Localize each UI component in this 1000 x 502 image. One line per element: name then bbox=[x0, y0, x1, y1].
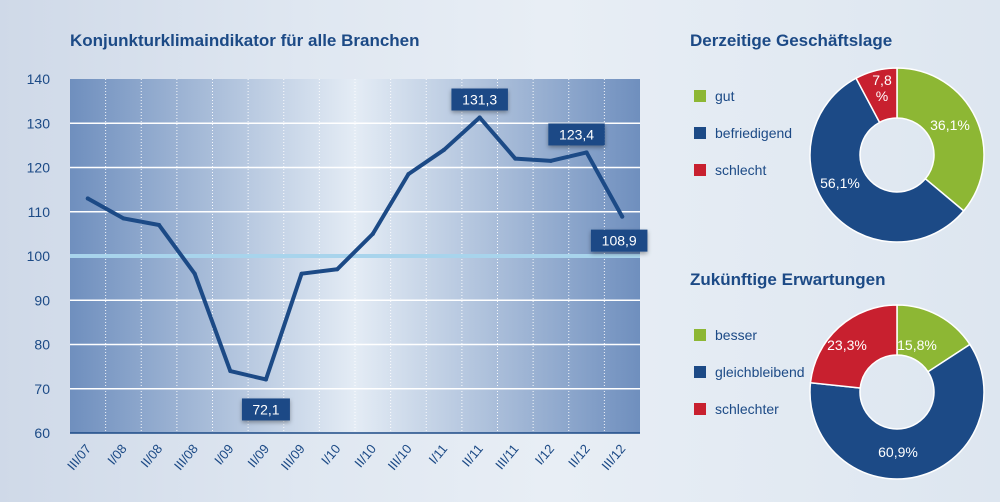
x-tick-label: II/09 bbox=[244, 441, 272, 470]
donut1-title: Derzeitige Geschäftslage bbox=[690, 31, 893, 50]
data-point bbox=[584, 150, 589, 155]
x-tick-label: III/07 bbox=[64, 441, 94, 473]
y-tick-label: 140 bbox=[27, 71, 51, 87]
donut1-legend: gut befriedigend schlecht bbox=[694, 86, 792, 197]
legend-item-schlecht: schlecht bbox=[694, 160, 792, 180]
data-point bbox=[406, 172, 411, 177]
donut-value-label: 60,9% bbox=[878, 444, 918, 460]
x-tick-label: I/12 bbox=[532, 441, 557, 467]
data-point bbox=[620, 214, 625, 219]
y-tick-label: 120 bbox=[27, 160, 51, 176]
legend-label-besser: besser bbox=[715, 327, 758, 343]
line-chart-title: Konjunkturklimaindikator für alle Branch… bbox=[70, 31, 420, 50]
donut2-legend: besser gleichbleibend schlechter bbox=[694, 325, 805, 436]
legend-item-schlechter: schlechter bbox=[694, 399, 805, 419]
x-tick-label: I/08 bbox=[104, 441, 129, 467]
annotation-box bbox=[241, 398, 290, 421]
data-point bbox=[477, 115, 482, 120]
donut-slice bbox=[809, 343, 985, 480]
legend-item-besser: besser bbox=[694, 325, 805, 345]
y-tick-label: 60 bbox=[34, 425, 50, 441]
data-point bbox=[513, 156, 518, 161]
legend-label-gleichbleibend: gleichbleibend bbox=[715, 364, 805, 380]
data-point bbox=[335, 267, 340, 272]
legend-label-gut: gut bbox=[715, 88, 735, 104]
x-tick-label: I/11 bbox=[426, 441, 451, 467]
x-tick-label: I/10 bbox=[318, 441, 343, 467]
annotation-label: 72,1 bbox=[252, 401, 279, 417]
x-tick-label: III/11 bbox=[492, 441, 521, 472]
legend-label-schlecht: schlecht bbox=[715, 162, 767, 178]
y-tick-label: 130 bbox=[27, 115, 51, 131]
data-point bbox=[157, 223, 162, 228]
y-tick-label: 70 bbox=[34, 381, 50, 397]
legend-swatch-gut bbox=[694, 90, 706, 102]
donut-value-label-part: % bbox=[876, 88, 888, 104]
legend-label-befriedigend: befriedigend bbox=[715, 125, 793, 141]
data-point bbox=[548, 158, 553, 163]
annotation-box bbox=[590, 229, 648, 252]
data-point bbox=[228, 369, 233, 374]
donut-value-label: 56,1% bbox=[820, 175, 860, 191]
donut-slice bbox=[855, 67, 898, 124]
y-tick-label: 90 bbox=[34, 292, 50, 308]
legend-item-gleichbleibend: gleichbleibend bbox=[694, 362, 805, 382]
donut-value-label: 15,8% bbox=[897, 337, 937, 353]
x-tick-label: II/10 bbox=[351, 441, 379, 470]
x-tick-label: III/08 bbox=[171, 441, 201, 473]
data-point bbox=[263, 377, 268, 382]
y-tick-label: 80 bbox=[34, 337, 50, 353]
x-tick-label: II/08 bbox=[138, 441, 166, 470]
donut-value-label: 7,8% bbox=[872, 72, 892, 104]
legend-swatch-besser bbox=[694, 329, 706, 341]
annotation-box bbox=[548, 123, 605, 146]
x-tick-label: I/09 bbox=[211, 441, 236, 467]
x-tick-label: II/12 bbox=[565, 441, 593, 470]
data-point bbox=[192, 271, 197, 276]
y-tick-label: 110 bbox=[28, 204, 51, 220]
donut-slice bbox=[809, 77, 965, 243]
data-point bbox=[370, 231, 375, 236]
legend-item-befriedigend: befriedigend bbox=[694, 123, 792, 143]
donut-value-label: 23,3% bbox=[827, 337, 867, 353]
annotation-label: 123,4 bbox=[559, 126, 594, 142]
data-point bbox=[121, 216, 126, 221]
annotation-box bbox=[451, 88, 508, 111]
donut-slice bbox=[896, 67, 985, 212]
donut2-title: Zukünftige Erwartungen bbox=[690, 270, 886, 289]
annotation-label: 108,9 bbox=[602, 233, 637, 249]
legend-swatch-schlechter bbox=[694, 403, 706, 415]
x-tick-label: III/12 bbox=[598, 441, 628, 473]
x-tick-label: II/11 bbox=[459, 441, 486, 469]
x-tick-label: III/09 bbox=[278, 441, 308, 473]
donut-slice bbox=[809, 304, 898, 389]
legend-swatch-gleichbleibend bbox=[694, 366, 706, 378]
legend-label-schlechter: schlechter bbox=[715, 401, 779, 417]
donut-value-label: 36,1% bbox=[930, 117, 970, 133]
data-point bbox=[299, 271, 304, 276]
legend-swatch-schlecht bbox=[694, 164, 706, 176]
x-tick-label: III/10 bbox=[385, 441, 415, 473]
annotation-label: 131,3 bbox=[462, 91, 497, 107]
donut-value-label-part: 7,8 bbox=[872, 72, 892, 88]
legend-item-gut: gut bbox=[694, 86, 792, 106]
data-point bbox=[85, 196, 90, 201]
series-line bbox=[85, 115, 625, 382]
legend-swatch-befriedigend bbox=[694, 127, 706, 139]
data-point bbox=[442, 147, 447, 152]
y-tick-label: 100 bbox=[27, 248, 51, 264]
